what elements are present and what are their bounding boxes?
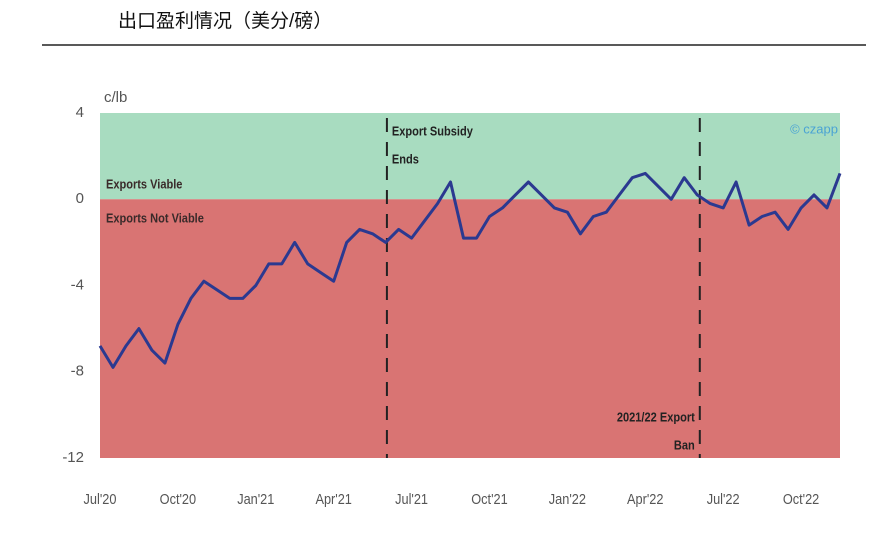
x-tick-label: Jul'22	[707, 490, 740, 507]
x-tick-label: Apr'22	[627, 490, 664, 507]
event-label: Export Subsidy	[392, 124, 473, 139]
x-tick-label: Oct'22	[783, 490, 820, 507]
y-tick-label: 0	[76, 190, 84, 207]
x-tick-label: Jul'20	[84, 490, 117, 507]
watermark: © czapp	[790, 121, 838, 136]
event-label: Ban	[674, 438, 695, 453]
event-label: Ends	[392, 152, 419, 167]
page-title: 出口盈利情况（美分/磅）	[118, 10, 332, 32]
y-tick-label: 4	[76, 104, 84, 121]
region-label: Exports Viable	[106, 177, 183, 192]
x-tick-label: Oct'20	[160, 490, 197, 507]
x-tick-label: Oct'21	[471, 490, 508, 507]
data-line	[98, 171, 842, 369]
region	[100, 113, 840, 200]
event-label: 2021/22 Export	[617, 410, 695, 425]
x-tick-label: Apr'21	[315, 490, 352, 507]
y-tick-label: -12	[62, 449, 84, 466]
region	[100, 199, 840, 458]
region-label: Exports Not Viable	[106, 211, 204, 226]
y-unit: c/lb	[104, 89, 127, 106]
x-tick-label: Jul'21	[395, 490, 428, 507]
y-tick-label: -8	[71, 363, 84, 380]
x-tick-label: Jan'21	[237, 490, 274, 507]
x-tick-label: Jan'22	[549, 490, 586, 507]
y-tick-label: -4	[71, 276, 84, 293]
